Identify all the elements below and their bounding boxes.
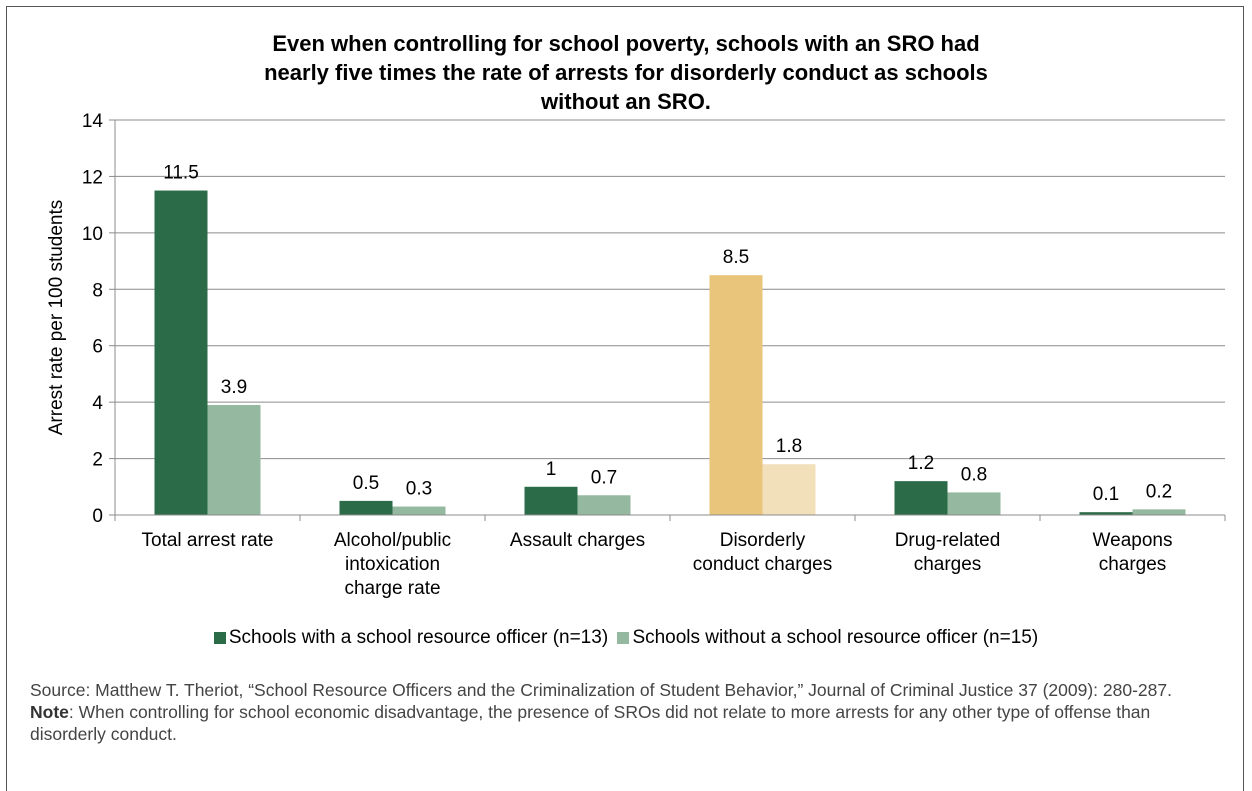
y-tick-label: 2 [92,450,103,471]
x-tick-label: charge rate [344,578,440,599]
data-label: 0.1 [1093,484,1119,505]
data-label: 8.5 [723,247,749,268]
data-label: 11.5 [163,163,199,184]
x-tick-label: Weapons [1093,530,1173,551]
data-label: 0.8 [961,464,987,485]
y-tick-label: 12 [82,167,103,188]
bar [1132,509,1186,515]
y-tick-label: 10 [82,224,103,245]
legend-swatch [213,632,226,644]
bar [154,190,208,516]
data-label: 0.5 [353,473,379,494]
bar [947,492,1001,515]
y-tick-label: 14 [82,111,104,132]
chart-notes: Source: Matthew T. Theriot, “School Reso… [30,679,1230,745]
bar-chart: 0 2 4 6 8 10 12 14 Arrest rate per 100 students 1… [46,111,1226,599]
data-label: 0.3 [406,479,432,500]
x-tick-label: conduct charges [693,554,832,575]
chart-title-line: without an SRO. [541,89,711,114]
y-tick-label: 0 [92,506,103,527]
x-tick-label: Disorderly [720,530,806,551]
y-tick-label: 8 [92,280,103,301]
x-tick-label: Alcohol/public [334,530,451,551]
chart-title-line: nearly five times the rate of arrests fo… [264,60,988,85]
y-tick-label: 4 [92,393,103,414]
bar [577,495,631,515]
note-paragraph: Note: When controlling for school econom… [30,701,1230,745]
data-label: 0.2 [1146,481,1172,502]
legend: Schools with a school resource officer (… [0,627,1252,650]
x-tick-label: charges [914,554,982,575]
bar [207,404,261,515]
source-note: Source: Matthew T. Theriot, “School Reso… [30,680,1172,700]
data-label: 1.2 [908,453,934,474]
data-label: 1.8 [776,436,802,457]
legend-label: Schools without a school resource office… [632,627,1039,648]
x-tick-label: Total arrest rate [142,530,274,551]
bar [709,275,763,515]
bar [894,481,948,515]
bar [1079,512,1133,515]
chart-frame [6,6,1244,791]
data-label: 0.7 [591,467,617,488]
y-tick-label: 6 [92,337,103,358]
x-tick-label: intoxication [345,554,440,575]
y-axis-title: Arrest rate per 100 students [46,200,67,436]
bar [762,464,816,515]
bar [339,500,393,515]
note-text: : When controlling for school economic d… [30,702,1151,744]
note-label: Note [30,702,69,722]
legend-item-without-sro: Schools without a school resource office… [617,627,1038,649]
x-tick-label: Drug-related [895,530,1001,551]
legend-swatch [617,632,630,644]
x-tick-label: charges [1099,554,1167,575]
legend-item-with-sro: Schools with a school resource officer (… [213,627,609,649]
data-label: 3.9 [221,377,247,398]
data-label: 1 [546,459,557,480]
chart-title-line: Even when controlling for school poverty… [272,31,980,56]
legend-label: Schools with a school resource officer (… [228,627,609,648]
bar [392,506,446,515]
bar [524,486,578,515]
x-tick-label: Assault charges [510,530,645,551]
